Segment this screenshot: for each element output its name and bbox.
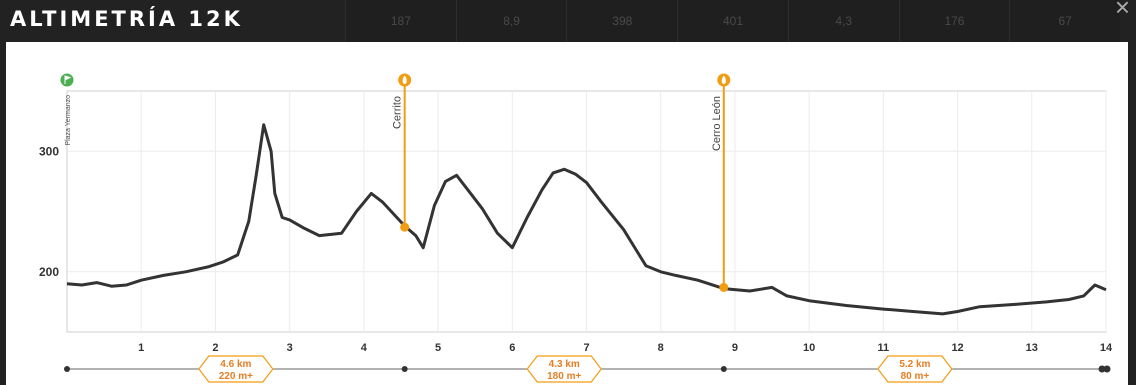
segment-distance: 5.2 km xyxy=(899,359,930,370)
x-tick-label: 13 xyxy=(1026,342,1038,354)
x-tick-label: 11 xyxy=(878,342,890,354)
flag-icon xyxy=(64,75,72,84)
waypoint-marker xyxy=(719,282,729,292)
drop-icon xyxy=(402,75,407,84)
page-title: ALTIMETRÍA 12K xyxy=(10,7,243,31)
header-bar: ALTIMETRÍA 12K 187 8,9 398 401 4,3 176 6… xyxy=(0,0,1136,42)
waypoint-label: Plaza Yermanzo xyxy=(65,95,72,146)
segment-node xyxy=(64,366,70,372)
left-frame xyxy=(0,42,6,385)
segment-gain: 180 m+ xyxy=(547,371,581,382)
segment-node xyxy=(401,366,408,372)
stat-cell: 4,3 xyxy=(787,0,899,42)
start-flag-icon xyxy=(60,73,74,87)
segment-badge xyxy=(198,355,274,383)
stat-cell: 401 xyxy=(677,0,788,42)
waypoint-label: Cerrito xyxy=(392,96,404,129)
segment-gain: 220 m+ xyxy=(219,371,253,382)
waypoint-label: Cerro León xyxy=(711,96,723,151)
segment-node xyxy=(1098,365,1106,373)
x-tick-label: 14 xyxy=(1100,342,1113,354)
x-tick-label: 3 xyxy=(287,342,293,354)
x-tick-label: 1 xyxy=(138,342,144,354)
x-tick-label: 12 xyxy=(951,342,963,354)
stat-cell: 176 xyxy=(898,0,1010,42)
x-tick-label: 9 xyxy=(732,342,738,354)
x-tick-label: 10 xyxy=(803,342,815,354)
x-tick-label: 4 xyxy=(361,342,368,354)
y-tick-label: 200 xyxy=(39,265,59,279)
x-tick-label: 7 xyxy=(583,342,589,354)
segment-distance: 4.3 km xyxy=(549,359,580,370)
waypoint-marker xyxy=(400,222,410,232)
drop-icon xyxy=(721,75,726,84)
x-tick-label: 6 xyxy=(509,342,515,354)
segment-node xyxy=(1103,365,1111,373)
x-tick-label: 2 xyxy=(212,342,218,354)
elevation-line xyxy=(66,123,1107,316)
stat-cell: 67 xyxy=(1009,0,1121,42)
segment-badge xyxy=(877,355,953,383)
stats-row: 187 8,9 398 401 4,3 176 67 xyxy=(345,0,1121,42)
stat-cell: 8,9 xyxy=(455,0,567,42)
stat-cell: 187 xyxy=(345,0,456,42)
close-icon[interactable]: × xyxy=(1114,0,1130,22)
segment-badge xyxy=(526,355,602,383)
segment-gain: 80 m+ xyxy=(901,371,930,382)
right-frame xyxy=(1128,42,1136,385)
segment-node xyxy=(720,366,727,372)
segment-distance: 4.6 km xyxy=(220,359,251,370)
x-tick-label: 8 xyxy=(658,342,664,354)
stat-cell: 398 xyxy=(566,0,678,42)
y-tick-label: 300 xyxy=(39,144,59,158)
x-tick-label: 5 xyxy=(435,342,441,354)
